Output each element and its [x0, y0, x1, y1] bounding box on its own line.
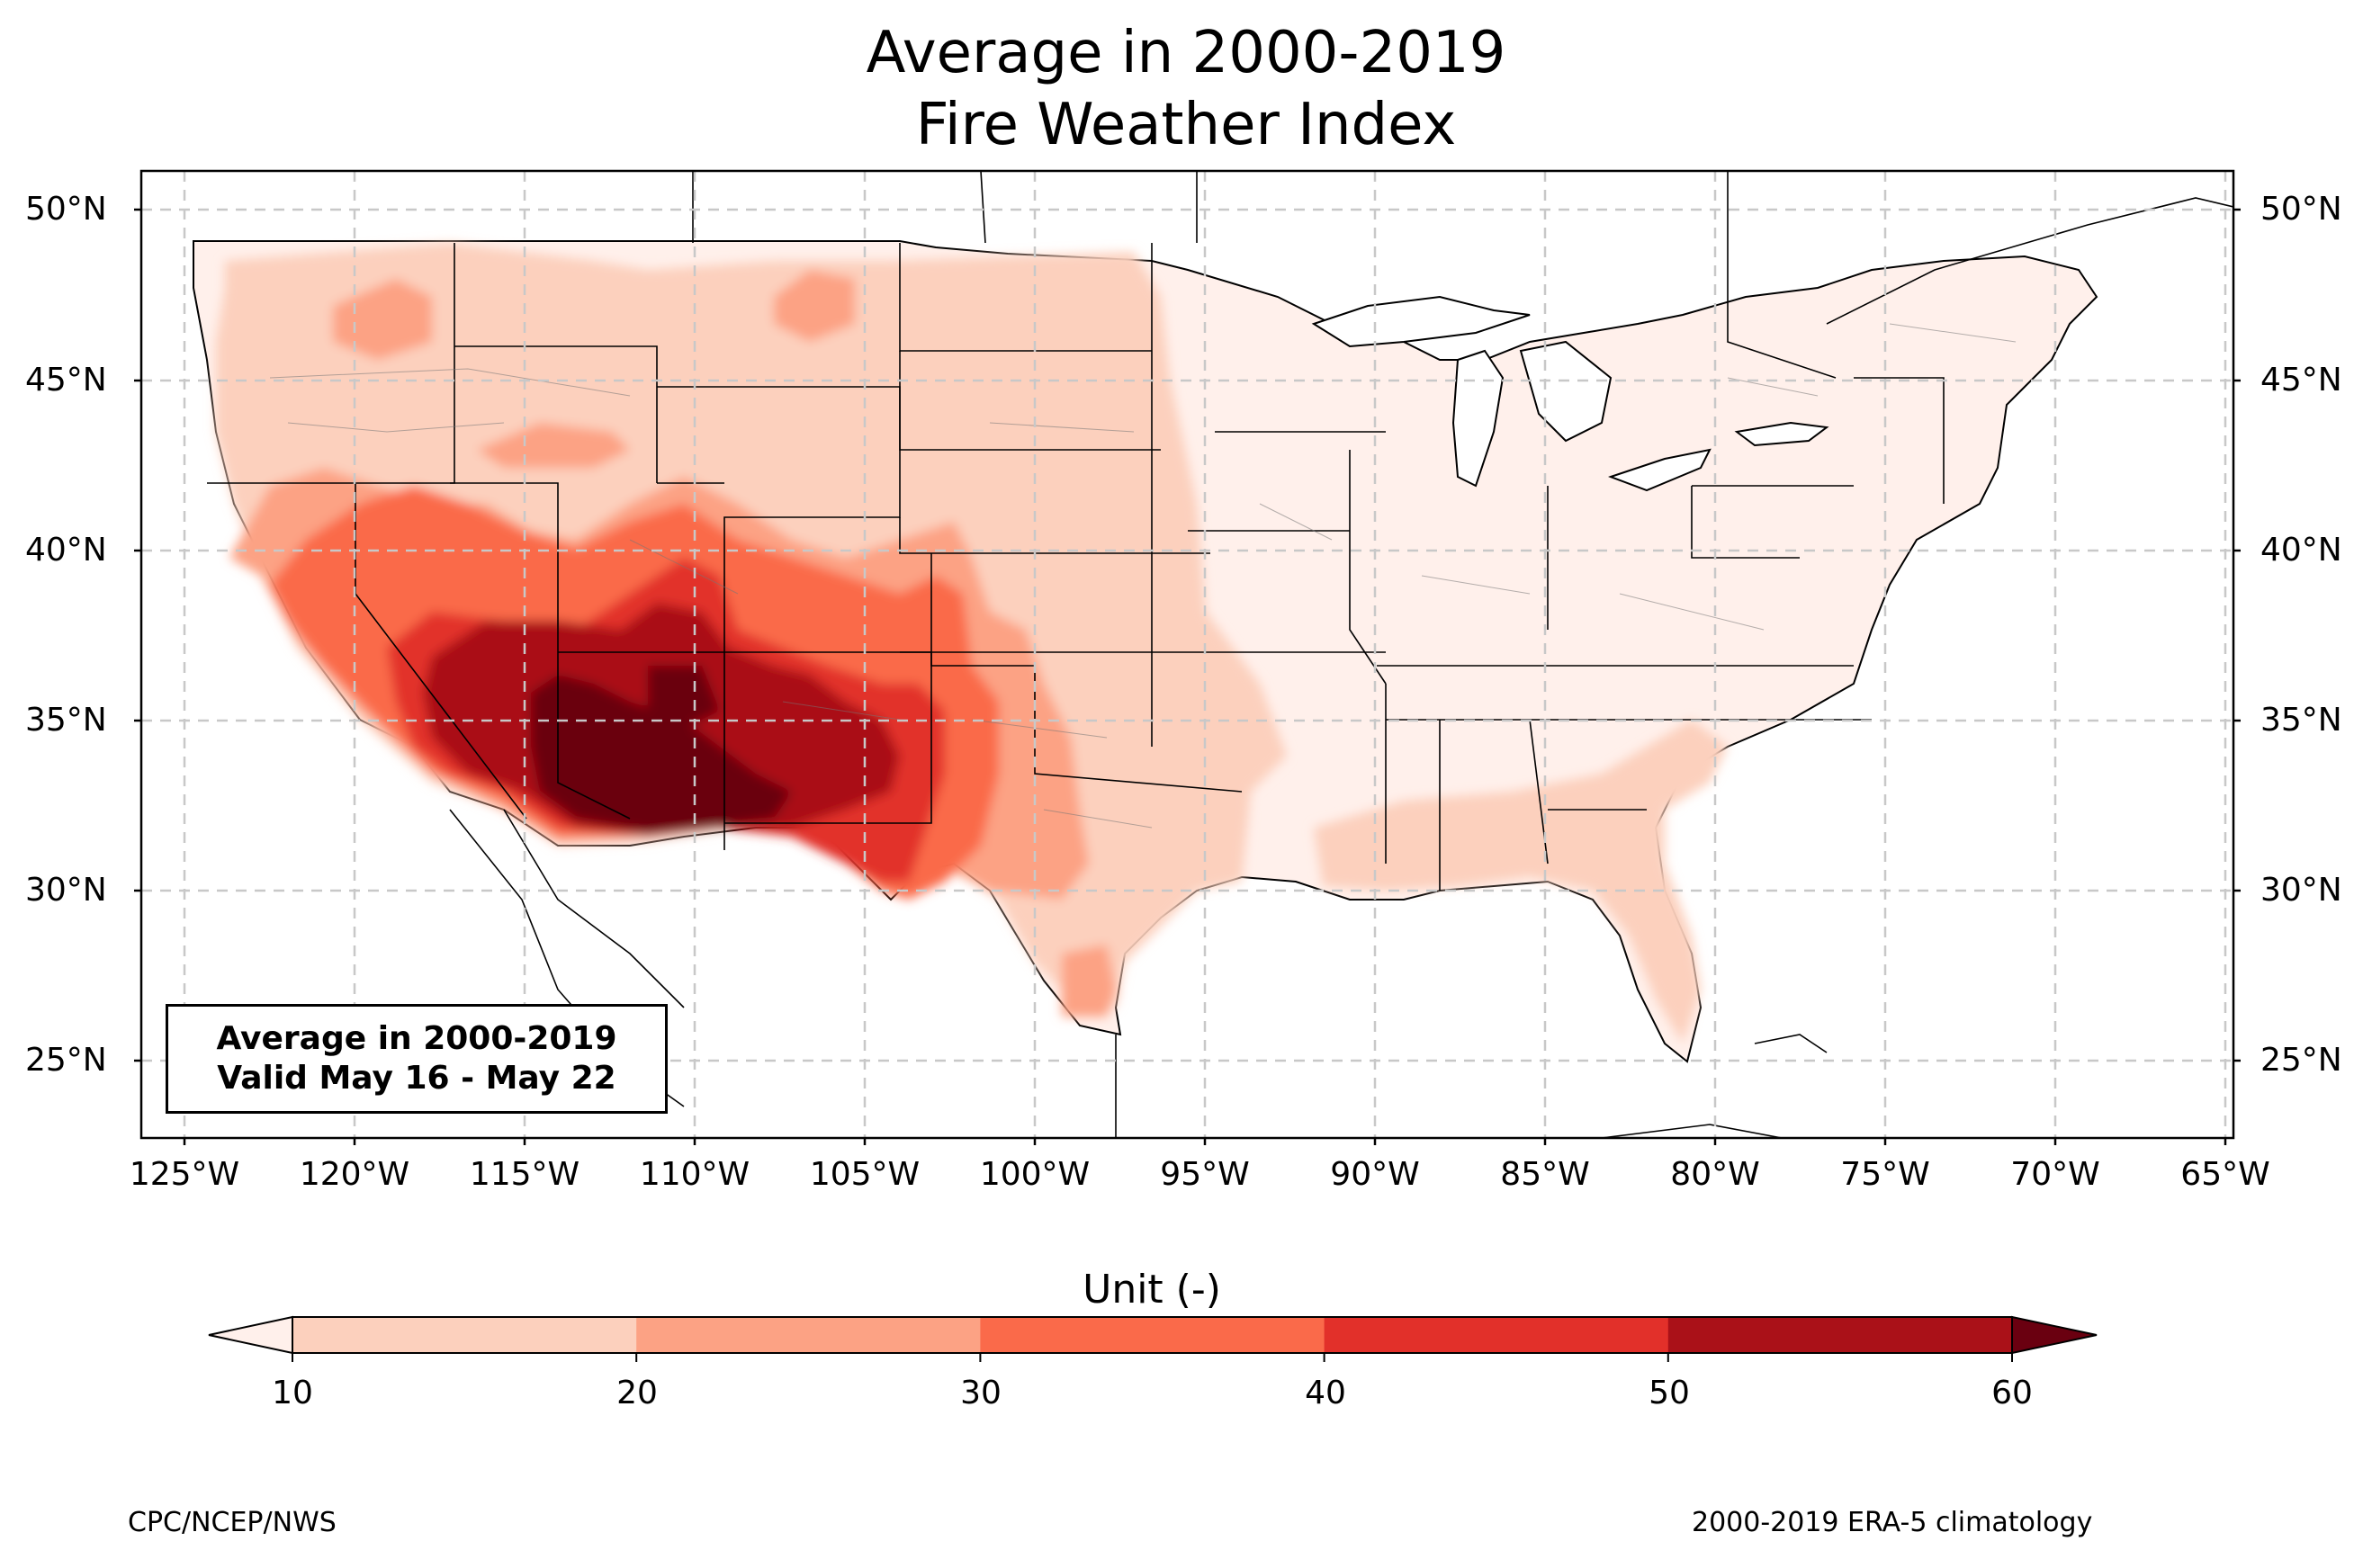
info-box-line-1: Average in 2000-2019: [216, 1020, 617, 1057]
colorbar-over-arrow: [2011, 1315, 2098, 1355]
colorbar-title: Unit (-): [1083, 1267, 1221, 1313]
lon-label-90w: 90°W: [1330, 1156, 1420, 1193]
graticule: [141, 171, 2233, 1138]
colorbar-tick-40: 40: [1305, 1375, 1346, 1411]
fwi-20-30-north-c: [477, 423, 630, 468]
lon-label-70w: 70°W: [2010, 1156, 2100, 1193]
lon-label-125w: 125°W: [129, 1156, 240, 1193]
county-lines: [269, 323, 2017, 829]
colorbar-tick-30: 30: [960, 1375, 1002, 1411]
lon-label-65w: 65°W: [2180, 1156, 2270, 1193]
lon-label-85w: 85°W: [1500, 1156, 1590, 1193]
lat-label-30-left: 30°N: [25, 872, 107, 909]
great-lakes: [1311, 295, 1829, 492]
lat-label-25-right: 25°N: [2260, 1042, 2342, 1079]
map-title-line-1: Average in 2000-2019: [866, 20, 1506, 86]
colorbar-tick-60: 60: [1991, 1375, 2033, 1411]
lake-erie: [1608, 448, 1712, 492]
lat-label-40-left: 40°N: [25, 532, 107, 569]
colorbar-bin: [980, 1317, 1325, 1353]
colorbar-tick-10: 10: [272, 1375, 313, 1411]
lat-label-45-right: 45°N: [2260, 362, 2342, 399]
fwi-contours: [216, 243, 1728, 1044]
map-title-line-2: Fire Weather Index: [915, 92, 1457, 158]
lake-superior: [1311, 295, 1531, 348]
footer-climatology: 2000-2019 ERA-5 climatology: [1692, 1507, 2093, 1538]
colorbar: [208, 1315, 2098, 1362]
lon-label-95w: 95°W: [1160, 1156, 1250, 1193]
lon-label-120w: 120°W: [299, 1156, 410, 1193]
lake-ontario: [1734, 421, 1829, 447]
fwi-20-30-north-a: [333, 279, 432, 360]
lon-label-75w: 75°W: [1840, 1156, 1930, 1193]
lon-label-80w: 80°W: [1670, 1156, 1760, 1193]
lat-label-40-right: 40°N: [2260, 532, 2342, 569]
map-frame: [139, 169, 2235, 1140]
fwi-10-20-southeast: [1314, 720, 1728, 1044]
fwi-60-plus-region: [531, 675, 792, 832]
fwi-60-plus-core: [648, 666, 720, 729]
info-box-line-2: Valid May 16 - May 22: [217, 1060, 616, 1097]
colorbar-bin: [1667, 1317, 2013, 1353]
colorbar-bin: [636, 1317, 981, 1353]
colorbar-under-arrow: [208, 1315, 293, 1355]
lat-label-35-left: 35°N: [25, 702, 107, 739]
fwi-20-30-north-b: [774, 270, 855, 342]
lon-label-105w: 105°W: [809, 1156, 921, 1193]
colorbar-bin: [292, 1317, 637, 1353]
colorbar-bin: [1324, 1317, 1669, 1353]
lat-label-50-right: 50°N: [2260, 191, 2342, 228]
lat-label-45-left: 45°N: [25, 362, 107, 399]
fwi-20-30-south-texas: [1062, 945, 1116, 1017]
lat-label-25-left: 25°N: [25, 1042, 107, 1079]
lake-michigan: [1451, 349, 1505, 488]
footer-source: CPC/NCEP/NWS: [128, 1507, 337, 1538]
colorbar-tick-50: 50: [1649, 1375, 1690, 1411]
colorbar-frame: [292, 1316, 2013, 1354]
colorbar-tick-20: 20: [616, 1375, 658, 1411]
lon-label-110w: 110°W: [639, 1156, 750, 1193]
lat-label-30-right: 30°N: [2260, 872, 2342, 909]
lon-label-115w: 115°W: [469, 1156, 580, 1193]
validity-info-box: Average in 2000-2019 Valid May 16 - May …: [166, 1004, 668, 1114]
lat-label-35-right: 35°N: [2260, 702, 2342, 739]
lake-huron: [1519, 340, 1613, 443]
lon-label-100w: 100°W: [979, 1156, 1091, 1193]
lat-label-50-left: 50°N: [25, 191, 107, 228]
